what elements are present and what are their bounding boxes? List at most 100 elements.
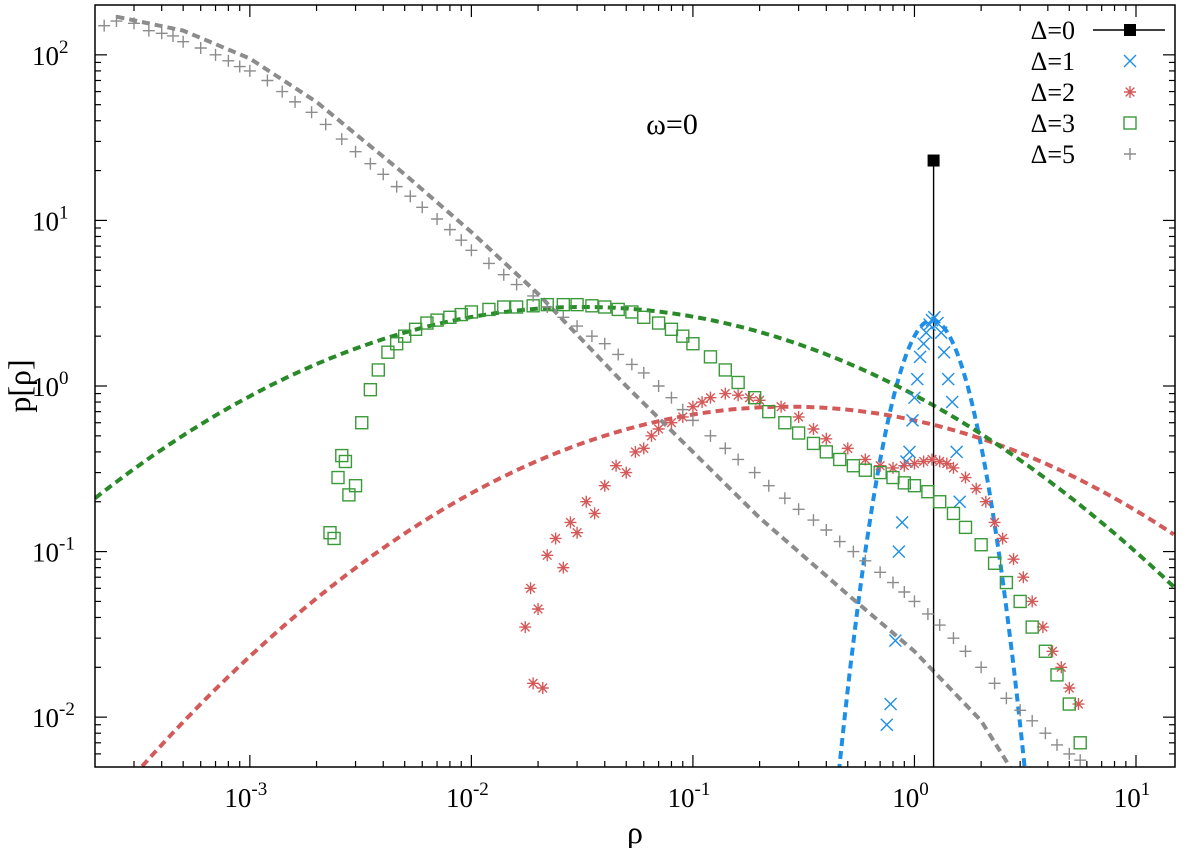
legend-label: Δ=5 [1031, 140, 1075, 169]
data-point [610, 459, 623, 472]
x-tick-label-exponent: -1 [695, 779, 711, 800]
data-point [1017, 571, 1030, 584]
x-tick-label-exponent: 0 [919, 779, 929, 800]
data-point [482, 257, 495, 270]
data-point [651, 316, 666, 330]
y-axis-label: p[ρ] [1, 359, 37, 412]
data-point [907, 391, 921, 405]
y-tick-label-exponent: 0 [59, 368, 69, 389]
data-point [629, 445, 642, 458]
data-point [570, 297, 584, 312]
y-tick-label: 101 [32, 202, 69, 236]
data-point [833, 535, 846, 548]
data-point [557, 311, 570, 324]
data-point [686, 414, 699, 427]
data-point [820, 523, 833, 536]
data-point [549, 532, 562, 545]
data-point [527, 677, 540, 690]
legend-marker [1124, 24, 1136, 36]
data-point [652, 380, 665, 392]
data-point [598, 300, 612, 314]
data-point [338, 454, 353, 469]
fit-delta-3 [95, 305, 1175, 589]
series-1 [880, 310, 967, 732]
data-point [1051, 738, 1063, 751]
x-tick-label-exponent: -3 [251, 779, 267, 800]
data-point [1055, 661, 1068, 674]
x-tick-label: 10-3 [224, 779, 267, 813]
data-point [937, 345, 951, 359]
data-point [946, 506, 961, 521]
data-point [806, 436, 821, 451]
data-point [509, 300, 524, 314]
data-point [585, 299, 599, 313]
data-point [588, 507, 601, 520]
data-point [988, 516, 1001, 529]
data-point [703, 350, 718, 364]
data-point [892, 545, 906, 559]
data-point [364, 157, 377, 170]
data-point [874, 566, 887, 579]
data-point [762, 404, 776, 419]
data-point [571, 526, 584, 539]
data-point [620, 466, 633, 479]
data-point [704, 429, 717, 442]
data-point [686, 400, 699, 413]
data-point [348, 478, 363, 493]
data-point [934, 326, 948, 340]
data-point [925, 453, 938, 466]
data-point [331, 470, 345, 485]
data-point [747, 390, 762, 405]
data-point [778, 492, 791, 505]
data-point [696, 396, 709, 409]
data-point [910, 372, 924, 386]
data-point [731, 375, 745, 390]
data-point [897, 476, 912, 490]
data-point [464, 305, 479, 319]
fit-delta-5 [116, 14, 1012, 767]
data-point [888, 634, 902, 648]
data-point [959, 645, 972, 658]
data-point [1072, 698, 1085, 711]
y-tick-label-base: 10 [32, 206, 59, 236]
data-point [1000, 692, 1013, 705]
data-point [1050, 668, 1064, 682]
data-point [381, 345, 395, 359]
data-point [820, 432, 833, 445]
data-point [906, 413, 920, 427]
x-tick-label: 10-1 [668, 779, 711, 813]
data-point [704, 391, 717, 404]
data-point [497, 300, 511, 314]
data-point [1063, 747, 1076, 760]
data-point [664, 322, 679, 337]
data-point [557, 561, 570, 574]
data-point [880, 718, 894, 732]
data-point [919, 326, 933, 340]
data-point [327, 531, 341, 546]
data-point [859, 554, 872, 567]
y-tick-label-base: 10 [32, 538, 59, 568]
data-point [917, 337, 931, 351]
y-tick-label-exponent: -1 [59, 534, 75, 555]
data-point [988, 677, 1001, 690]
data-point [807, 422, 820, 435]
data-point [953, 495, 967, 509]
legend-label: Δ=1 [1031, 47, 1075, 76]
data-point [676, 329, 690, 343]
x-tick-label-base: 10 [224, 783, 251, 813]
data-point [903, 445, 917, 459]
data-point [536, 681, 549, 694]
data-point [970, 482, 983, 495]
data-point [110, 15, 123, 28]
data-point [807, 514, 820, 527]
data-point [510, 278, 523, 291]
data-point [1007, 553, 1020, 566]
data-point [791, 426, 806, 440]
legend-marker [1123, 54, 1137, 68]
data-point [1062, 697, 1077, 711]
data-point [1025, 620, 1039, 634]
data-point [753, 394, 766, 407]
